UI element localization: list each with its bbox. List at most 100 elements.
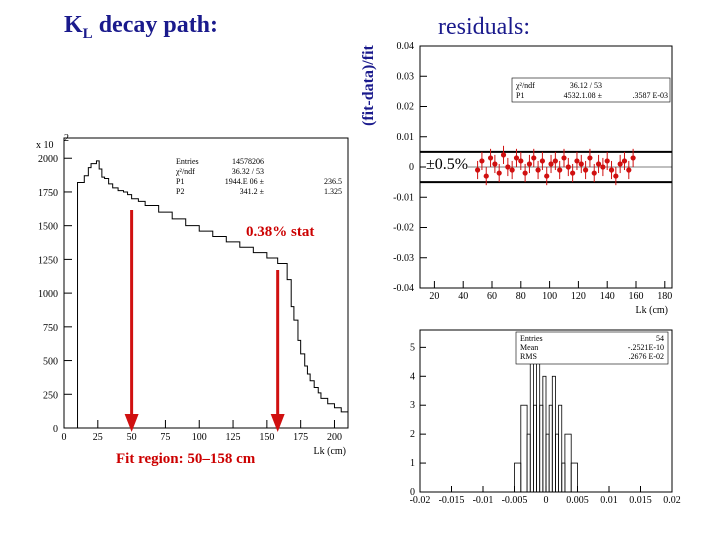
main-title: KL decay path: <box>64 12 219 42</box>
histogram-bin <box>548 404 553 493</box>
data-point <box>479 158 485 164</box>
y-tick-label: 1750 <box>38 188 58 199</box>
y-tick-label: 5 <box>410 342 415 353</box>
data-point <box>509 167 515 173</box>
data-point <box>583 167 589 173</box>
x-tick-label: 25 <box>93 432 103 443</box>
y-multiplier-exponent: 2 <box>64 133 69 144</box>
data-point <box>487 155 494 161</box>
fit-region-label: Fit region: 50–158 cm <box>116 451 256 467</box>
data-point <box>475 167 481 173</box>
x-axis-unit-label: Lk (cm) <box>314 446 347 457</box>
x-tick-label: 150 <box>259 432 274 443</box>
x-tick-label: 50 <box>127 432 137 443</box>
data-point <box>617 161 623 167</box>
data-point <box>591 170 597 176</box>
histogram-bin <box>526 433 531 493</box>
stat-error-label: 0.38% stat <box>246 224 315 240</box>
x-tick-label: -0.015 <box>439 495 465 506</box>
stats-label: P2 <box>176 187 184 196</box>
data-point <box>574 158 580 164</box>
stats-value: 54 <box>656 334 664 343</box>
data-point <box>535 167 541 173</box>
x-tick-label: 80 <box>516 291 526 302</box>
y-tick-label: 0.03 <box>397 71 415 82</box>
data-point <box>522 170 528 176</box>
data-point <box>557 167 563 173</box>
stats-value: 36.32 / 53 <box>232 167 264 176</box>
stats-value: 341.2 ± <box>240 187 265 196</box>
data-point <box>561 155 567 161</box>
histogram-outline <box>64 160 348 429</box>
x-tick-label: 0.015 <box>629 495 652 506</box>
y-tick-label: 0.04 <box>397 41 415 52</box>
y-tick-label: 1000 <box>38 289 58 300</box>
stats-value: 1944.E 06 ± <box>225 177 265 186</box>
y-tick-label: -0.04 <box>393 283 414 294</box>
y-tick-label: 1 <box>410 458 415 469</box>
y-tick-label: -0.01 <box>393 192 414 203</box>
data-point <box>613 173 619 179</box>
data-point <box>626 167 632 173</box>
stats-box <box>176 155 346 203</box>
histogram-bin <box>542 375 547 493</box>
x-tick-label: 40 <box>458 291 468 302</box>
data-point <box>630 155 636 161</box>
y-tick-label: 2000 <box>38 154 58 165</box>
data-point <box>548 161 554 167</box>
stats-value: 4532.1.08 ± <box>564 91 603 100</box>
x-tick-label: 0 <box>544 495 549 506</box>
stats-error: 1.325 <box>324 187 342 196</box>
y-tick-label: -0.03 <box>393 253 414 264</box>
stats-label: RMS <box>520 352 537 361</box>
stats-label: Entries <box>520 334 543 343</box>
x-tick-label: 0.005 <box>566 495 589 506</box>
y-tick-label: 250 <box>43 390 58 401</box>
y-tick-label: 0 <box>53 424 58 435</box>
histogram-bin <box>539 404 544 493</box>
data-point <box>492 161 498 167</box>
x-tick-label: -0.01 <box>473 495 494 506</box>
data-point <box>505 164 511 170</box>
x-tick-label: 100 <box>192 432 207 443</box>
y-tick-label: 0 <box>410 487 415 498</box>
stats-box <box>511 77 671 103</box>
y-tick-label: 1250 <box>38 255 58 266</box>
y-tick-label: 1500 <box>38 222 58 233</box>
stats-label: Entries <box>176 157 199 166</box>
x-tick-label: 0.02 <box>663 495 681 506</box>
residuals-title: residuals: <box>438 14 530 40</box>
stats-value: -.2521E-10 <box>628 343 664 352</box>
x-tick-label: 160 <box>629 291 644 302</box>
x-tick-label: -0.02 <box>410 495 431 506</box>
stats-error: 236.5 <box>324 177 342 186</box>
x-tick-label: 100 <box>542 291 557 302</box>
x-tick-label: 140 <box>600 291 615 302</box>
histogram-bin <box>561 462 566 493</box>
histogram-bin <box>564 433 572 493</box>
data-point <box>608 167 615 173</box>
band-label: ±0.5% <box>426 156 469 174</box>
histogram-bin <box>551 375 556 493</box>
histogram-bin <box>558 404 563 493</box>
x-tick-label: 180 <box>657 291 672 302</box>
stats-label: P1 <box>516 91 524 100</box>
histogram-bin <box>529 346 534 493</box>
y-tick-label: 750 <box>43 323 58 334</box>
y-tick-label: -0.02 <box>393 223 414 234</box>
y-tick-label: 0.01 <box>397 132 415 143</box>
stats-label: χ²/ndf <box>515 81 535 90</box>
data-point <box>570 170 576 176</box>
data-point <box>526 161 533 167</box>
data-point <box>531 155 537 161</box>
histogram-bin <box>570 462 578 493</box>
data-point <box>604 158 610 164</box>
x-tick-label: -0.005 <box>502 495 528 506</box>
stats-label: χ²/ndf <box>175 167 195 176</box>
histogram-bin <box>536 346 541 493</box>
x-tick-label: 125 <box>226 432 241 443</box>
x-axis-unit-label: Lk (cm) <box>636 305 669 316</box>
y-tick-label: 2 <box>410 429 415 440</box>
data-point <box>500 152 507 158</box>
